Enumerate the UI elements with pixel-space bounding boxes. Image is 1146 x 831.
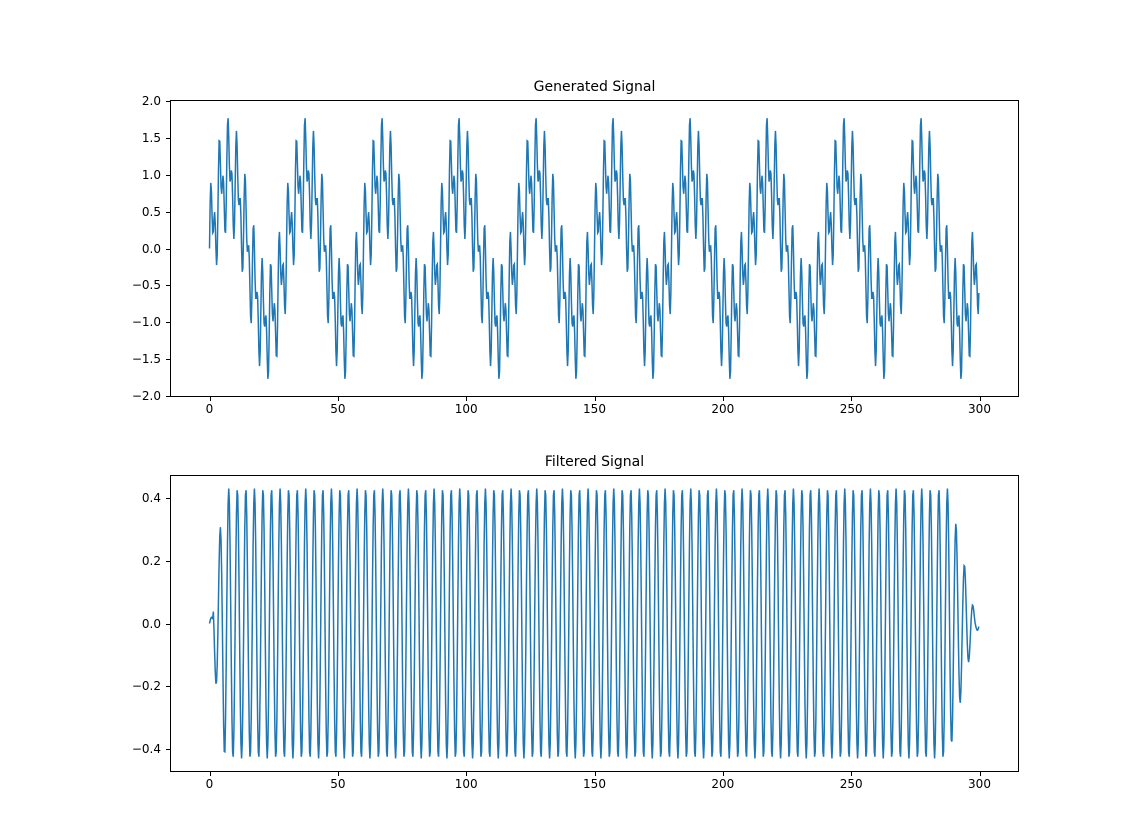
x-tick bbox=[466, 396, 467, 401]
x-tick-label: 200 bbox=[711, 402, 734, 416]
x-tick-label: 100 bbox=[455, 777, 478, 791]
x-tick-label: 50 bbox=[330, 777, 345, 791]
x-tick bbox=[210, 771, 211, 776]
y-tick bbox=[166, 101, 171, 102]
x-tick-label: 50 bbox=[330, 402, 345, 416]
line-series bbox=[171, 476, 1018, 771]
x-tick bbox=[851, 771, 852, 776]
subplot-generated-signal: Generated Signal −2.0−1.5−1.0−0.50.00.51… bbox=[170, 100, 1019, 397]
x-tick bbox=[980, 771, 981, 776]
x-tick-label: 250 bbox=[840, 402, 863, 416]
x-tick bbox=[595, 396, 596, 401]
y-tick-label: 0.5 bbox=[111, 205, 161, 219]
y-tick bbox=[166, 749, 171, 750]
y-tick bbox=[166, 249, 171, 250]
x-tick bbox=[980, 396, 981, 401]
x-tick bbox=[723, 396, 724, 401]
plot-area bbox=[171, 101, 1018, 396]
x-tick-label: 100 bbox=[455, 402, 478, 416]
y-tick bbox=[166, 212, 171, 213]
y-tick-label: −2.0 bbox=[111, 389, 161, 403]
plot-area bbox=[171, 476, 1018, 771]
x-tick bbox=[851, 396, 852, 401]
x-tick-label: 150 bbox=[583, 402, 606, 416]
figure: Generated Signal −2.0 −1.5 −1.0 −0.5 0.0 0.5 1… bbox=[0, 0, 1146, 831]
y-tick-label: −0.2 bbox=[111, 679, 161, 693]
y-tick-label: 0.0 bbox=[111, 617, 161, 631]
y-tick-label: 2.0 bbox=[111, 94, 161, 108]
y-tick bbox=[166, 359, 171, 360]
x-tick bbox=[466, 771, 467, 776]
y-tick-label: −0.5 bbox=[111, 278, 161, 292]
x-tick bbox=[338, 396, 339, 401]
y-tick-label: 0.2 bbox=[111, 554, 161, 568]
y-tick-label: 1.0 bbox=[111, 168, 161, 182]
x-tick-label: 0 bbox=[206, 777, 214, 791]
x-tick-label: 200 bbox=[711, 777, 734, 791]
y-tick bbox=[166, 322, 171, 323]
y-tick-label: 0.0 bbox=[111, 242, 161, 256]
y-tick-label: 1.5 bbox=[111, 131, 161, 145]
signal-line bbox=[210, 489, 979, 759]
x-tick bbox=[595, 771, 596, 776]
chart-title: Generated Signal bbox=[171, 79, 1018, 95]
x-tick-label: 0 bbox=[206, 402, 214, 416]
line-series bbox=[171, 101, 1018, 396]
y-tick bbox=[166, 175, 171, 176]
x-tick-label: 250 bbox=[840, 777, 863, 791]
y-tick-label: −1.5 bbox=[111, 352, 161, 366]
y-tick bbox=[166, 396, 171, 397]
x-tick-label: 300 bbox=[968, 402, 991, 416]
chart-title: Filtered Signal bbox=[171, 454, 1018, 470]
y-tick-label: −1.0 bbox=[111, 315, 161, 329]
x-tick bbox=[210, 396, 211, 401]
y-tick bbox=[166, 285, 171, 286]
x-tick-label: 300 bbox=[968, 777, 991, 791]
y-tick-label: −0.4 bbox=[111, 742, 161, 756]
y-tick bbox=[166, 498, 171, 499]
y-tick bbox=[166, 686, 171, 687]
x-tick-label: 150 bbox=[583, 777, 606, 791]
signal-line bbox=[210, 118, 979, 379]
y-tick bbox=[166, 624, 171, 625]
y-tick bbox=[166, 561, 171, 562]
y-tick-label: 0.4 bbox=[111, 491, 161, 505]
x-tick bbox=[723, 771, 724, 776]
subplot-filtered-signal: Filtered Signal −0.4−0.20.00.20.4 050100… bbox=[170, 475, 1019, 772]
x-tick bbox=[338, 771, 339, 776]
y-tick bbox=[166, 138, 171, 139]
